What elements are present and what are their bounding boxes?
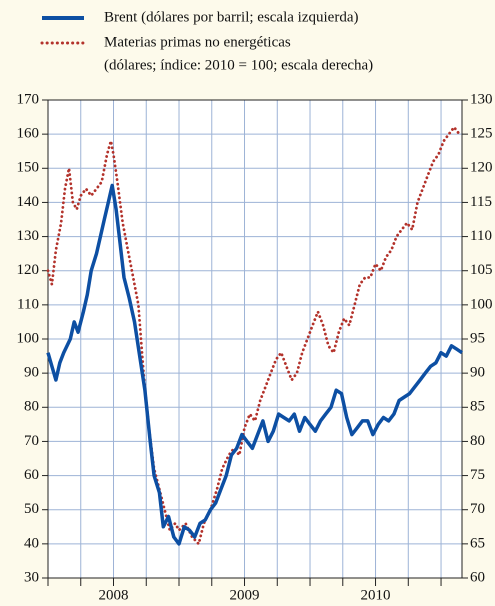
y2-tick-label: 65 [470, 535, 485, 551]
legend-note: (dólares; índice: 2010 = 100; escala der… [104, 57, 373, 73]
y2-tick-label: 110 [470, 228, 492, 244]
legend-label: Brent (dólares por barril; escala izquie… [104, 9, 358, 25]
y-tick-label: 150 [17, 160, 40, 176]
y2-tick-label: 85 [470, 399, 485, 415]
series-line [46, 125, 461, 546]
y-tick-label: 90 [24, 365, 39, 381]
y2-tick-label: 90 [470, 365, 485, 381]
y2-tick-label: 130 [470, 91, 493, 107]
y2-tick-label: 100 [470, 296, 493, 312]
y-tick-label: 140 [17, 194, 40, 210]
y2-tick-label: 120 [470, 160, 493, 176]
y2-tick-label: 70 [470, 501, 485, 517]
y-tick-label: 50 [24, 501, 39, 517]
y2-tick-label: 60 [470, 569, 485, 585]
x-tick-label: 2008 [99, 587, 129, 603]
y2-tick-label: 105 [470, 262, 493, 278]
y-tick-label: 100 [17, 330, 40, 346]
y2-tick-label: 80 [470, 433, 485, 449]
legend-label: Materias primas no energéticas [104, 34, 291, 50]
y2-tick-label: 115 [470, 194, 492, 210]
y-tick-label: 60 [24, 467, 39, 483]
y-tick-label: 30 [24, 569, 39, 585]
y-tick-label: 70 [24, 433, 39, 449]
y-tick-label: 170 [17, 91, 40, 107]
x-tick-label: 2009 [230, 587, 260, 603]
plot-frame [47, 99, 463, 579]
y-tick-label: 130 [17, 228, 40, 244]
y2-tick-label: 125 [470, 126, 493, 142]
y-tick-label: 120 [17, 262, 40, 278]
y2-tick-label: 75 [470, 467, 485, 483]
y-tick-label: 160 [17, 126, 40, 142]
y-tick-label: 110 [17, 296, 39, 312]
series-line [46, 183, 463, 546]
y-tick-label: 80 [24, 399, 39, 415]
x-tick-label: 2010 [361, 587, 391, 603]
y-tick-label: 40 [24, 535, 39, 551]
y2-tick-label: 95 [470, 330, 485, 346]
